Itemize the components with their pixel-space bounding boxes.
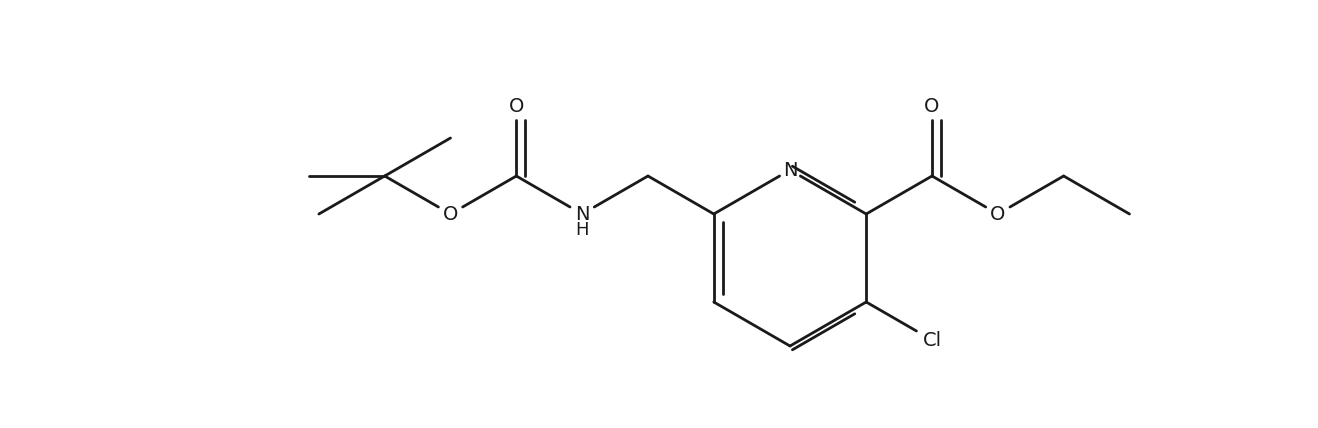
Text: H: H — [576, 221, 589, 239]
Text: O: O — [990, 205, 1006, 223]
Text: O: O — [443, 205, 459, 223]
Text: Cl: Cl — [923, 330, 941, 350]
Text: O: O — [924, 96, 940, 116]
Text: O: O — [509, 96, 525, 116]
Text: N: N — [575, 205, 589, 223]
Text: N: N — [783, 160, 797, 179]
